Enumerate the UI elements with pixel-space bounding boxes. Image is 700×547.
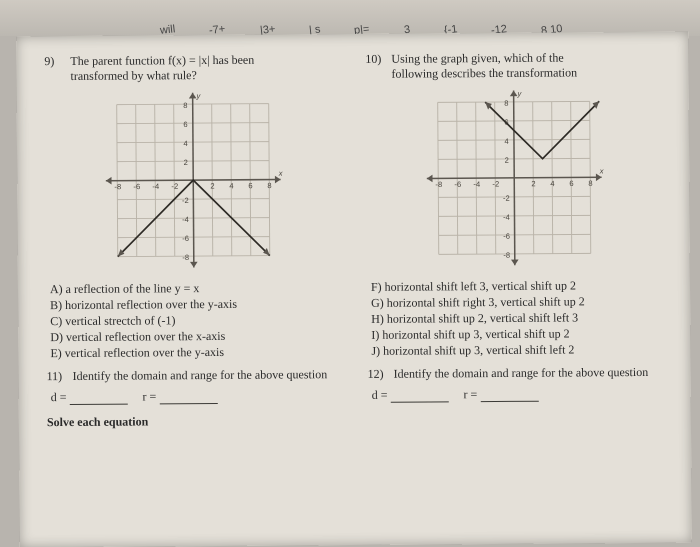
q11-number: 11) xyxy=(47,369,69,384)
svg-text:-8: -8 xyxy=(114,182,121,191)
q10-text-b: following describes the transformation xyxy=(391,65,577,81)
q11-answer-line: d = r = xyxy=(51,388,342,405)
q12-r-blank[interactable] xyxy=(480,390,538,402)
right-column: 10) Using the graph given, which of the … xyxy=(365,50,663,428)
q9-text-a: The parent function f(x) = |x| has been xyxy=(70,53,254,69)
svg-text:6: 6 xyxy=(569,179,573,188)
option-e: E) vertical reflection over the y-axis xyxy=(50,344,341,361)
option-h: H) horizontal shift up 2, vertical shift… xyxy=(371,310,662,327)
svg-text:6: 6 xyxy=(248,181,252,190)
svg-text:4: 4 xyxy=(550,179,554,188)
svg-text:2: 2 xyxy=(183,158,187,167)
q12-number: 12) xyxy=(368,367,390,382)
q12-answer-line: d = r = xyxy=(372,386,663,403)
svg-text:8: 8 xyxy=(267,181,271,190)
option-f: F) horizontal shift left 3, vertical shi… xyxy=(371,278,662,295)
svg-text:2: 2 xyxy=(210,182,214,191)
q10-options: F) horizontal shift left 3, vertical shi… xyxy=(371,278,663,359)
option-a: A) a reflection of the line y = x xyxy=(50,280,341,297)
q12-text: Identify the domain and range for the ab… xyxy=(394,365,649,382)
option-d: D) vertical reflection over the x-axis xyxy=(50,328,341,345)
svg-text:4: 4 xyxy=(183,139,187,148)
strip-frag: will xyxy=(159,23,175,36)
svg-text:4: 4 xyxy=(504,137,508,146)
q11-d-label: d = xyxy=(51,390,67,404)
svg-text:2: 2 xyxy=(531,179,535,188)
svg-text:-6: -6 xyxy=(133,182,140,191)
q9-text-b: transformed by what rule? xyxy=(70,68,254,84)
svg-text:-6: -6 xyxy=(454,180,461,189)
svg-text:x: x xyxy=(277,169,283,178)
svg-text:8: 8 xyxy=(183,101,187,110)
svg-text:-8: -8 xyxy=(503,251,510,260)
svg-text:-2: -2 xyxy=(171,182,178,191)
q12-d-blank[interactable] xyxy=(390,390,448,402)
svg-text:8: 8 xyxy=(504,99,508,108)
svg-text:-8: -8 xyxy=(182,253,189,262)
q11-r-blank[interactable] xyxy=(159,392,217,404)
svg-text:-8: -8 xyxy=(435,180,442,189)
page-top-strip: will -7+ |3+ | s p|= 3 {-1 -12 8 10 xyxy=(0,0,700,36)
worksheet-sheet: 9) The parent function f(x) = |x| has be… xyxy=(16,32,692,547)
svg-text:-4: -4 xyxy=(182,215,189,224)
q11-text: Identify the domain and range for the ab… xyxy=(73,367,328,384)
svg-text:-2: -2 xyxy=(492,180,499,189)
q9-options: A) a reflection of the line y = x B) hor… xyxy=(50,280,342,361)
svg-text:6: 6 xyxy=(183,120,187,129)
q10-number: 10) xyxy=(365,52,387,67)
svg-text:-4: -4 xyxy=(152,182,159,191)
q10-text-a: Using the graph given, which of the xyxy=(391,50,577,66)
q10-graph: -8-6 -4-2 24 68 86 42 -2-4 -6-8 y x xyxy=(418,82,609,273)
svg-text:-2: -2 xyxy=(181,196,188,205)
svg-text:x: x xyxy=(598,166,604,175)
left-column: 9) The parent function f(x) = |x| has be… xyxy=(44,52,342,430)
svg-text:-6: -6 xyxy=(182,234,189,243)
svg-text:2: 2 xyxy=(504,156,508,165)
q11-d-blank[interactable] xyxy=(69,393,127,405)
svg-text:-6: -6 xyxy=(503,232,510,241)
svg-text:8: 8 xyxy=(588,179,592,188)
q9-graph: -8 -6 -4 -2 2 4 6 8 8 6 4 2 -2 -4 -6 -8 y x xyxy=(97,84,288,275)
q11-r-label: r = xyxy=(142,389,156,403)
svg-text:-4: -4 xyxy=(503,213,510,222)
q12-d-label: d = xyxy=(372,388,388,402)
option-g: G) horizontal shift right 3, vertical sh… xyxy=(371,294,662,311)
svg-text:4: 4 xyxy=(229,181,233,190)
solve-heading: Solve each equation xyxy=(47,413,342,430)
option-j: J) horizontal shift up 3, vertical shift… xyxy=(371,342,662,359)
option-i: I) horizontal shift up 3, vertical shift… xyxy=(371,326,662,343)
q9-number: 9) xyxy=(44,54,66,69)
option-b: B) horizontal reflection over the y-axis xyxy=(50,296,341,313)
svg-text:y: y xyxy=(195,91,201,100)
option-c: C) vertical strectch of (-1) xyxy=(50,312,341,329)
svg-text:y: y xyxy=(516,89,522,98)
q12-r-label: r = xyxy=(463,387,477,401)
svg-text:-4: -4 xyxy=(473,180,480,189)
svg-text:-2: -2 xyxy=(502,194,509,203)
